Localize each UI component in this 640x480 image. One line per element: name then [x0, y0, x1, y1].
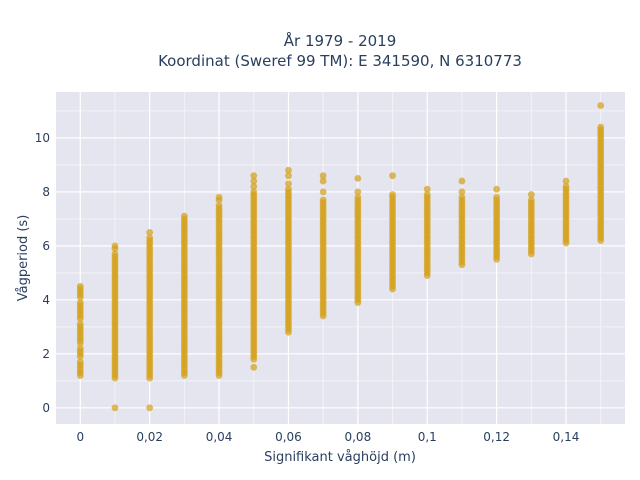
data-point — [458, 188, 466, 196]
x-tick-label: 0 — [76, 430, 84, 444]
chart-title-line-2: Koordinat (Sweref 99 TM): E 341590, N 63… — [158, 52, 522, 70]
data-point — [493, 185, 501, 193]
data-point — [354, 188, 362, 196]
x-tick-label: 0,02 — [136, 430, 163, 444]
x-axis-label: Signifikant våghöjd (m) — [264, 450, 416, 465]
data-point — [597, 123, 605, 131]
data-point — [319, 172, 327, 180]
data-point — [215, 193, 223, 201]
data-point — [146, 234, 154, 242]
x-axis-ticks: 0 0,02 0,04 0,06 0,08 0,1 0,12 0,14 — [76, 430, 579, 444]
data-point — [562, 183, 570, 190]
data-point — [458, 193, 466, 201]
y-axis-label: Vågperiod (s) — [16, 215, 31, 302]
data-point — [319, 188, 327, 196]
data-point — [527, 191, 535, 198]
data-point — [250, 183, 258, 190]
chart-title-line-1: År 1979 - 2019 — [284, 31, 397, 50]
data-point — [493, 193, 501, 201]
x-tick-label: 0,06 — [275, 430, 302, 444]
data-point — [250, 188, 258, 196]
data-point — [389, 191, 396, 198]
data-point — [285, 166, 292, 174]
data-point — [111, 242, 119, 250]
data-point — [319, 177, 327, 185]
data-point — [562, 177, 570, 185]
y-tick-label: 4 — [42, 293, 50, 307]
x-tick-label: 0,14 — [553, 430, 580, 444]
x-tick-label: 0,12 — [483, 430, 510, 444]
x-tick-label: 0,08 — [344, 430, 371, 444]
data-point — [250, 363, 258, 371]
data-point — [423, 185, 431, 193]
plot-area — [56, 92, 625, 424]
data-point — [285, 180, 292, 188]
y-tick-label: 0 — [42, 401, 50, 415]
data-point — [180, 212, 188, 220]
y-tick-label: 6 — [42, 239, 50, 253]
y-tick-label: 8 — [42, 185, 50, 199]
data-point — [146, 228, 154, 236]
data-points — [76, 102, 605, 412]
data-point — [458, 177, 466, 185]
data-point — [250, 172, 258, 180]
x-tick-label: 0,1 — [418, 430, 437, 444]
x-tick-label: 0,04 — [206, 430, 233, 444]
y-tick-label: 2 — [42, 347, 50, 361]
data-point — [76, 320, 84, 328]
y-axis-ticks: 0 2 4 6 8 10 — [35, 131, 50, 415]
data-point — [285, 172, 292, 180]
data-point — [354, 193, 362, 201]
data-point — [215, 201, 223, 209]
data-point — [111, 404, 119, 412]
data-point — [76, 299, 84, 306]
data-point — [597, 102, 605, 109]
data-point — [319, 196, 327, 204]
data-point — [250, 177, 258, 185]
data-point — [111, 250, 119, 258]
data-point — [76, 282, 84, 290]
data-point — [423, 191, 431, 198]
data-point — [389, 172, 396, 180]
data-point — [76, 358, 84, 366]
data-point — [527, 196, 535, 204]
data-point — [146, 404, 154, 412]
data-point — [285, 185, 292, 193]
data-point — [76, 345, 84, 352]
data-point — [354, 174, 362, 182]
y-tick-label: 10 — [35, 131, 50, 145]
